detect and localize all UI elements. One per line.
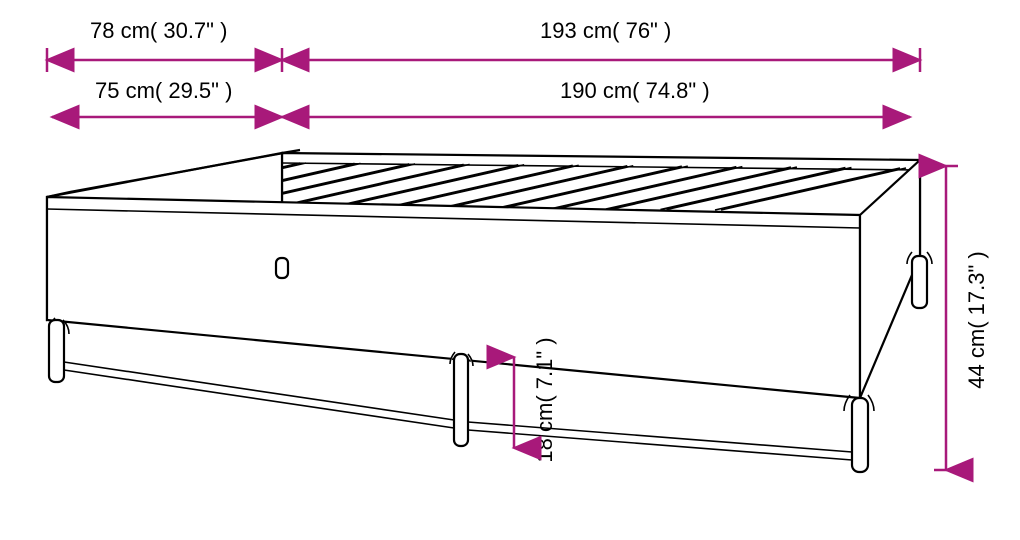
outer-length-label: 193 cm( 76" ) — [540, 18, 671, 43]
inner-length-label: 190 cm( 74.8" ) — [560, 78, 710, 103]
clearance-label: 18 cm( 7.1" ) — [532, 337, 557, 462]
bed-frame-drawing — [47, 150, 932, 472]
inner-width-label: 75 cm( 29.5" ) — [95, 78, 232, 103]
outer-width-label: 78 cm( 30.7" ) — [90, 18, 227, 43]
overall-height-label: 44 cm( 17.3" ) — [964, 251, 989, 388]
bed-frame-dimension-diagram: 78 cm( 30.7" ) 193 cm( 76" ) 75 cm( 29.5… — [0, 0, 1020, 540]
